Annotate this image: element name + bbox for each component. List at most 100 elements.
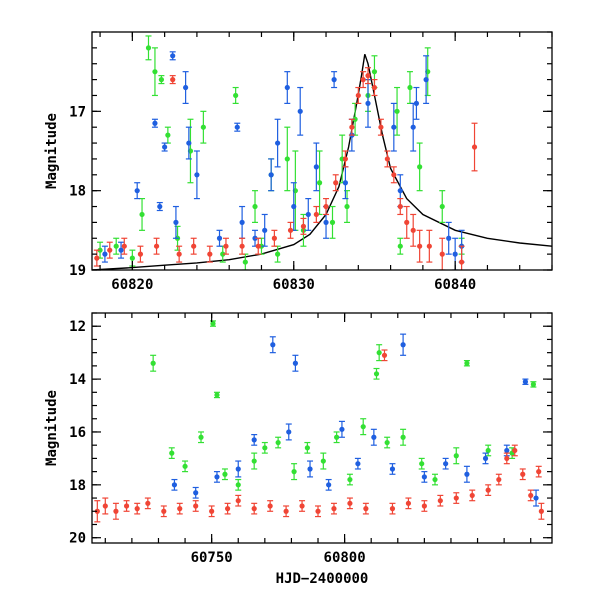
data-point-green	[145, 45, 152, 51]
data-point-red	[113, 508, 119, 514]
data-point-green	[275, 439, 281, 446]
data-point-blue	[183, 84, 189, 91]
data-point-green	[334, 434, 340, 440]
data-point-red	[176, 251, 182, 257]
data-point-green	[394, 108, 400, 114]
data-point-red	[389, 506, 396, 512]
data-point-red	[94, 255, 100, 261]
data-point-blue	[118, 247, 124, 253]
series-red	[93, 67, 478, 270]
data-point-red	[349, 124, 355, 130]
data-point-red	[283, 508, 289, 514]
data-point-green	[344, 203, 350, 210]
x-tick-label: 60750	[191, 550, 233, 566]
data-point-red	[94, 508, 100, 514]
data-point-green	[291, 469, 297, 475]
y-tick-label: 18	[69, 184, 86, 200]
data-point-red	[520, 471, 526, 477]
data-point-red	[342, 156, 349, 162]
data-point-red	[313, 211, 319, 218]
data-point-green	[235, 482, 241, 488]
data-point-green	[200, 124, 206, 130]
data-point-green	[453, 453, 459, 459]
data-point-blue	[482, 455, 489, 462]
y-tick-label: 17	[69, 104, 86, 120]
data-point-green	[329, 219, 336, 225]
data-point-blue	[252, 235, 258, 241]
x-tick-label: 60840	[434, 277, 476, 293]
y-axis-label: Magnitude	[44, 113, 60, 189]
data-point-blue	[275, 140, 281, 146]
data-point-green	[242, 259, 248, 265]
data-point-green	[210, 320, 216, 327]
data-point-blue	[323, 219, 329, 225]
data-point-blue	[152, 120, 158, 126]
data-point-green	[320, 458, 326, 464]
data-point-green	[97, 247, 103, 253]
data-point-green	[304, 445, 310, 451]
data-point-red	[137, 251, 144, 257]
plot-area	[92, 35, 552, 270]
data-point-green	[222, 471, 228, 477]
data-point-green	[150, 360, 156, 366]
data-point-blue	[365, 100, 371, 106]
x-tick-label: 60820	[111, 277, 153, 293]
data-point-red	[469, 492, 475, 499]
data-point-red	[384, 156, 390, 162]
data-point-green	[432, 476, 438, 483]
data-point-red	[421, 503, 427, 509]
y-tick-label: 18	[69, 478, 86, 494]
data-point-red	[485, 487, 491, 493]
data-point-red	[271, 235, 277, 241]
data-point-blue	[446, 235, 452, 241]
data-point-blue	[389, 466, 396, 472]
data-point-red	[177, 506, 183, 512]
data-point-red	[371, 84, 378, 91]
data-point-red	[360, 77, 366, 83]
data-point-blue	[235, 466, 241, 472]
data-point-blue	[268, 172, 274, 178]
data-point-green	[198, 434, 204, 440]
data-point-blue	[400, 342, 406, 348]
data-point-green	[129, 255, 135, 261]
data-point-blue	[216, 235, 223, 241]
data-point-green	[419, 461, 425, 467]
plot-area	[94, 320, 545, 523]
data-point-red	[538, 508, 544, 514]
data-point-red	[300, 223, 307, 229]
x-tick-label: 60800	[324, 550, 366, 566]
top-panel: 60820 60830 60840 17 18 19 Magnitude	[44, 31, 553, 293]
data-point-green	[233, 92, 239, 99]
data-point-red	[251, 506, 257, 512]
data-point-red	[123, 503, 130, 509]
data-point-blue	[522, 379, 529, 385]
data-point-blue	[421, 474, 427, 480]
data-point-blue	[305, 211, 311, 218]
data-point-red	[153, 243, 160, 249]
data-point-green	[152, 69, 158, 75]
data-point-green	[316, 180, 323, 186]
data-point-blue	[157, 203, 163, 210]
data-point-green	[530, 381, 536, 387]
data-point-green	[464, 360, 470, 366]
data-point-red	[355, 92, 361, 99]
data-point-blue	[355, 461, 361, 467]
data-point-blue	[186, 140, 192, 146]
series-red	[94, 349, 545, 523]
data-point-blue	[371, 434, 377, 440]
data-point-red	[323, 203, 329, 210]
data-point-red	[512, 447, 518, 454]
data-point-red	[209, 508, 215, 514]
data-point-green	[384, 439, 390, 446]
data-point-green	[376, 350, 382, 356]
data-point-blue	[331, 77, 337, 83]
data-point-green	[485, 447, 491, 454]
data-point-red	[145, 500, 151, 506]
data-point-green	[220, 251, 226, 257]
data-point-green	[352, 116, 358, 122]
data-point-red	[225, 506, 231, 512]
data-point-red	[255, 243, 261, 249]
data-point-blue	[291, 203, 297, 210]
data-point-green	[417, 164, 423, 170]
